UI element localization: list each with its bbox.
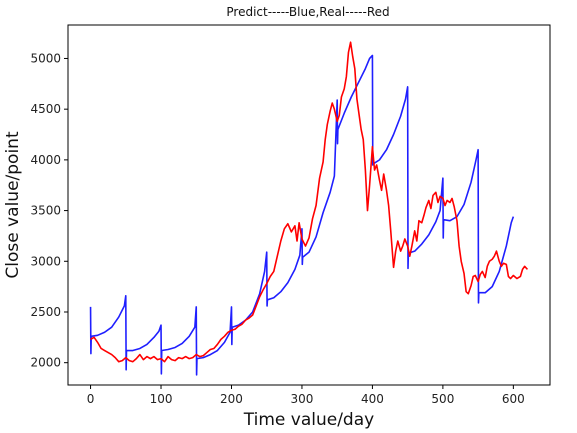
y-axis-label: Close value/point <box>3 131 23 279</box>
x-tick-label: 0 <box>87 392 95 406</box>
y-tick-label: 5000 <box>30 51 61 65</box>
y-tick-label: 4500 <box>30 102 61 116</box>
y-tick-label: 4000 <box>30 153 61 167</box>
y-tick-label: 3500 <box>30 204 61 218</box>
x-tick-label: 400 <box>361 392 384 406</box>
y-tick-label: 2000 <box>30 356 61 370</box>
chart-title: Predict-----Blue,Real-----Red <box>226 5 389 19</box>
plot-frame <box>67 24 551 386</box>
series-line-1 <box>90 41 529 363</box>
plot-area <box>67 24 551 386</box>
y-axis: 2000 2500 3000 3500 4000 4500 5000 <box>30 51 68 370</box>
x-tick-label: 500 <box>431 392 454 406</box>
y-tick-label: 3000 <box>30 254 61 268</box>
series-layer <box>89 41 529 376</box>
x-axis: 0 100 200 300 400 500 600 <box>87 385 525 406</box>
x-tick-label: 200 <box>220 392 243 406</box>
y-tick-label: 2500 <box>30 305 61 319</box>
series-line-0 <box>89 54 515 376</box>
x-tick-label: 300 <box>291 392 314 406</box>
x-axis-label: Time value/day <box>243 410 374 430</box>
x-tick-label: 100 <box>150 392 173 406</box>
x-tick-label: 600 <box>502 392 525 406</box>
